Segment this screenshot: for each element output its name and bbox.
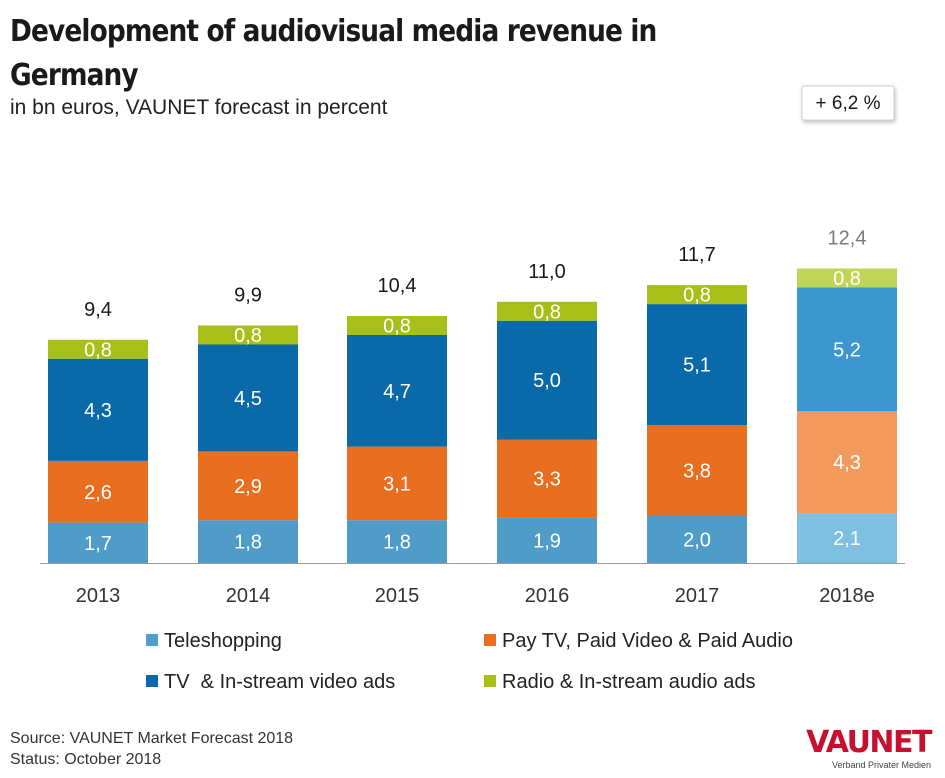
- data-label-pay-tv-2014: 2,9: [234, 476, 262, 498]
- data-label-pay-tv-2018e: 4,3: [833, 452, 861, 474]
- data-label-tv-ads-2018e: 5,2: [833, 339, 861, 361]
- data-label-radio-2013: 0,8: [84, 339, 112, 361]
- data-label-teleshopping-2016: 1,9: [533, 530, 561, 552]
- data-label-teleshopping-2015: 1,8: [383, 532, 411, 554]
- total-label-2013: 9,4: [84, 299, 112, 321]
- vaunet-logo: VAUNET Verband Privater Medien: [806, 725, 932, 771]
- bar-segment-pay-tv-2015: [347, 446, 447, 521]
- total-label-2018e: 12,4: [828, 228, 867, 250]
- bar-segment-pay-tv-2017: [647, 425, 747, 516]
- total-label-2014: 9,9: [234, 285, 262, 307]
- data-label-tv-ads-2013: 4,3: [84, 400, 112, 422]
- legend-label-pay-tv: Pay TV, Paid Video & Paid Audio: [502, 630, 793, 652]
- bar-segment-tv-ads-2014: [198, 344, 298, 452]
- bar-segment-pay-tv-2014: [198, 451, 298, 521]
- data-label-teleshopping-2013: 1,7: [84, 533, 112, 555]
- legend-label-teleshopping: Teleshopping: [164, 630, 282, 652]
- logo-tagline: Verband Privater Medien: [831, 760, 931, 770]
- legend-swatch-teleshopping: [146, 634, 158, 646]
- data-label-tv-ads-2015: 4,7: [383, 381, 411, 403]
- data-label-radio-2017: 0,8: [683, 285, 711, 307]
- data-label-pay-tv-2015: 3,1: [383, 473, 411, 495]
- x-tick-label-2014: 2014: [226, 585, 271, 607]
- data-label-tv-ads-2016: 5,0: [533, 370, 561, 392]
- x-tick-label-2015: 2015: [375, 585, 420, 607]
- legend-label-radio: Radio & In-stream audio ads: [502, 671, 755, 693]
- bar-segment-radio-2017: [647, 285, 747, 305]
- x-tick-label-2017: 2017: [675, 585, 720, 607]
- x-tick-label-2018e: 2018e: [819, 585, 875, 607]
- bar-segment-radio-2016: [497, 301, 597, 321]
- stacked-bar-chart: 1,7 2,6 4,3 0,8 9,4 2013 1,8 2,9 4,5 0,8 9,9 2014 1,…: [40, 85, 905, 693]
- data-label-radio-2014: 0,8: [234, 325, 262, 347]
- total-label-2016: 11,0: [528, 261, 565, 283]
- bar-segment-tv-ads-2015: [347, 335, 447, 447]
- chart-subtitle: in bn euros, VAUNET forecast in percent: [10, 96, 388, 119]
- bar-segment-tv-ads-2013: [48, 358, 148, 461]
- bar-segment-teleshopping-2016: [497, 517, 597, 563]
- legend-swatch-radio: [484, 675, 496, 687]
- data-label-tv-ads-2017: 5,1: [683, 355, 711, 377]
- status-note: Status: October 2018: [10, 751, 162, 768]
- legend-swatch-tv-ads: [146, 675, 158, 687]
- logo-wordmark: VAUNET: [806, 725, 932, 760]
- forecast-badge: [801, 85, 895, 121]
- forecast-badge-text: + 6,2 %: [816, 93, 881, 114]
- data-label-radio-2015: 0,8: [383, 316, 411, 338]
- data-label-radio-2018e: 0,8: [833, 268, 861, 290]
- bar-segment-teleshopping-2017: [647, 515, 747, 563]
- bar-segment-pay-tv-2016: [497, 439, 597, 518]
- bar-segment-teleshopping-2013: [48, 522, 148, 563]
- total-label-2017: 11,7: [678, 244, 715, 266]
- data-label-tv-ads-2014: 4,5: [234, 388, 262, 410]
- x-tick-label-2016: 2016: [525, 585, 570, 607]
- bar-segment-teleshopping-2015: [347, 520, 447, 563]
- legend-swatch-pay-tv: [484, 634, 496, 646]
- data-label-teleshopping-2018e: 2,1: [833, 528, 861, 550]
- source-note: Source: VAUNET Market Forecast 2018: [10, 730, 294, 747]
- data-label-pay-tv-2013: 2,6: [84, 482, 112, 504]
- data-label-radio-2016: 0,8: [533, 301, 561, 323]
- bar-segment-pay-tv-2018e: [797, 411, 897, 514]
- legend-label-tv-ads: TV & In-stream video ads: [164, 671, 395, 693]
- data-label-pay-tv-2017: 3,8: [683, 460, 711, 482]
- bar-segment-radio-2015: [347, 316, 447, 335]
- bar-segment-radio-2014: [198, 325, 298, 345]
- data-label-teleshopping-2014: 1,8: [234, 532, 262, 554]
- bar-segment-teleshopping-2014: [198, 520, 298, 563]
- total-label-2015: 10,4: [378, 275, 417, 297]
- x-tick-label-2013: 2013: [76, 585, 121, 607]
- data-label-teleshopping-2017: 2,0: [683, 529, 711, 551]
- chart-title: Development of audiovisual media revenue…: [10, 14, 657, 93]
- bar-segment-tv-ads-2018e: [797, 287, 897, 411]
- bar-segment-radio-2018e: [797, 268, 897, 288]
- data-label-pay-tv-2016: 3,3: [533, 469, 561, 491]
- bar-segment-radio-2013: [48, 339, 148, 359]
- bar-segment-teleshopping-2018e: [797, 513, 897, 563]
- bar-segment-tv-ads-2016: [497, 320, 597, 440]
- bar-segment-tv-ads-2017: [647, 304, 747, 426]
- bar-segment-pay-tv-2013: [48, 460, 148, 523]
